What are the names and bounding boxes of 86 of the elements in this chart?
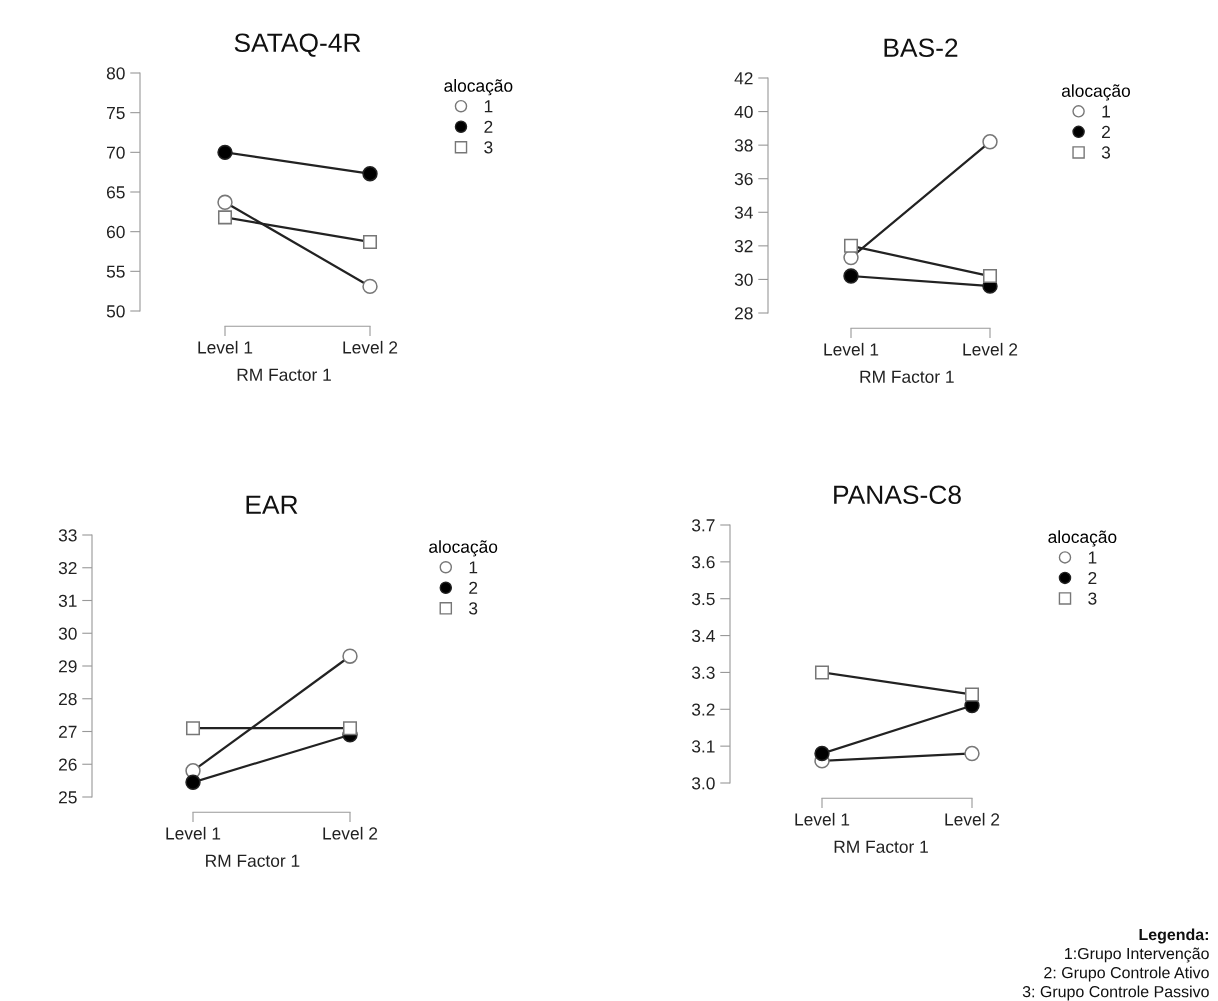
y-tick-label: 3.2 (691, 703, 715, 716)
legend-label: 1 (1102, 105, 1110, 118)
x-tick-label: Level 2 (945, 812, 1000, 826)
y-tick-label: 33 (58, 529, 77, 542)
text: Legenda: (1139, 928, 1208, 944)
point (185, 721, 201, 736)
point (843, 268, 859, 284)
y-tick-label: 31 (58, 594, 77, 607)
y-tick-label: 55 (106, 265, 125, 278)
text: 2: Grupo Controle Ativo (1044, 966, 1209, 982)
chart-title: PANAS-C8 (834, 485, 961, 505)
legend-label: 2 (1088, 571, 1097, 585)
legend-label: 1 (469, 561, 478, 574)
legend-title: alocação (1061, 84, 1130, 101)
point (362, 278, 378, 295)
chart-title: EAR (246, 495, 298, 514)
x-tick-label: Level 1 (824, 342, 879, 356)
text: 3: Grupo Controle Passivo (1022, 985, 1209, 1001)
y-tick-label: 65 (106, 186, 125, 199)
point (362, 234, 378, 249)
legend-label: 3 (484, 141, 493, 154)
x-tick-label: Level 1 (198, 340, 253, 354)
y-tick-label: 42 (734, 72, 753, 85)
y-tick-label: 29 (58, 660, 77, 673)
point (342, 721, 358, 736)
point (185, 774, 201, 790)
legend-label: 2 (1102, 125, 1110, 138)
y-tick-label: 70 (107, 146, 125, 159)
text: 1:Grupo Intervenção (1065, 947, 1209, 963)
y-tick-label: 60 (106, 225, 125, 239)
y-tick-label: 38 (734, 139, 753, 152)
x-axis-title: RM Factor 1 (834, 840, 928, 853)
y-tick-label: 30 (734, 273, 753, 286)
chart-title: BAS-2 (884, 38, 958, 58)
y-tick-label: 25 (58, 791, 77, 804)
legend-title: alocação (429, 540, 498, 557)
y-tick-label: 36 (734, 172, 753, 186)
y-tick-label: 28 (734, 307, 753, 320)
y-tick-label: 80 (106, 67, 125, 80)
legend-label: 3 (1101, 146, 1111, 159)
y-tick-label: 32 (58, 561, 77, 575)
legend-label: 2 (484, 120, 493, 133)
y-tick-label: 27 (58, 725, 77, 738)
y-tick-label: 50 (106, 305, 125, 318)
x-tick-label: Level 2 (343, 340, 398, 354)
point (814, 745, 830, 762)
y-tick-label: 28 (58, 692, 77, 706)
y-tick-label: 3.4 (691, 629, 715, 643)
x-axis-title: RM Factor 1 (860, 370, 954, 383)
legend-label: 3 (469, 602, 478, 615)
y-tick-label: 40 (734, 105, 753, 119)
x-axis-title: RM Factor 1 (206, 854, 300, 867)
legend-label: 3 (1088, 592, 1097, 605)
y-tick-label: 3.7 (691, 519, 715, 532)
y-tick-label: 75 (107, 107, 125, 120)
y-tick-label: 3.1 (691, 740, 715, 753)
chart-title: SATAQ-4R (234, 33, 361, 57)
point (964, 687, 980, 702)
point (814, 665, 830, 680)
y-tick-label: 32 (734, 240, 753, 253)
y-tick-label: 34 (734, 206, 753, 219)
legend-label: 1 (484, 100, 493, 113)
legend-label: 2 (469, 581, 478, 594)
y-tick-label: 30 (58, 627, 77, 640)
y-tick-label: 3.3 (691, 666, 715, 679)
point (843, 238, 859, 253)
point (217, 144, 233, 161)
legend-title: alocação (444, 79, 513, 96)
y-tick-label: 3.0 (691, 777, 715, 790)
legend-label: 1 (1088, 551, 1097, 564)
x-tick-label: Level 1 (795, 812, 850, 826)
x-tick-label: Level 2 (963, 342, 1018, 356)
point (217, 194, 233, 211)
point (982, 269, 998, 284)
y-tick-label: 3.6 (691, 556, 715, 569)
point (982, 134, 998, 150)
x-axis-title: RM Factor 1 (237, 368, 331, 381)
point (342, 648, 358, 664)
legend-title: alocação (1048, 530, 1117, 547)
point (217, 210, 233, 225)
x-tick-label: Level 2 (323, 826, 378, 840)
y-tick-label: 26 (58, 758, 77, 771)
x-tick-label: Level 1 (166, 826, 221, 840)
point (362, 166, 378, 182)
point (964, 745, 980, 762)
y-tick-label: 3.5 (691, 592, 715, 606)
